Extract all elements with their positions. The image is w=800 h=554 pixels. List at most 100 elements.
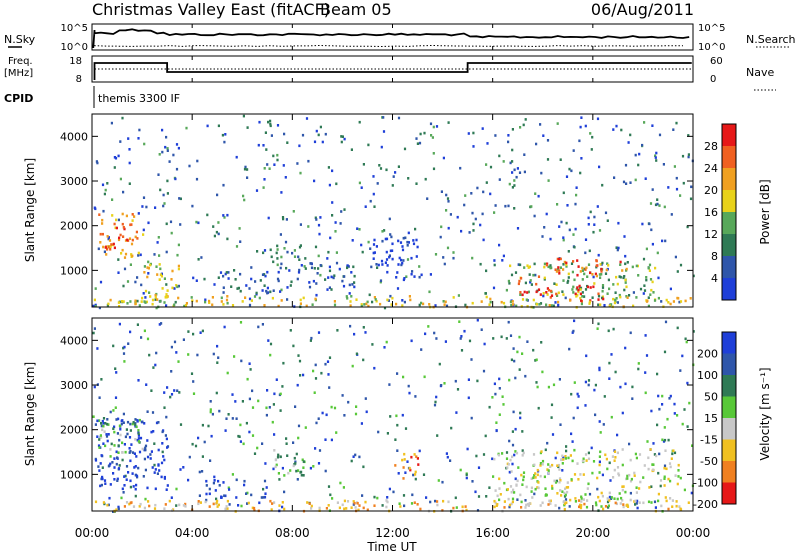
velocity-pixel: [613, 459, 616, 462]
velocity-pixel: [253, 509, 256, 512]
power-pixel: [434, 253, 438, 256]
velocity-pixel: [522, 475, 525, 479]
power-pixel: [159, 188, 162, 192]
velocity-pixel: [227, 413, 230, 416]
power-pixel: [562, 263, 565, 266]
power-pixel: [445, 193, 448, 197]
power-pixel: [286, 250, 289, 254]
velocity-pixel: [199, 331, 202, 334]
power-pixel: [316, 272, 319, 275]
power-pixel: [92, 304, 95, 308]
power-pixel: [343, 275, 346, 278]
power-pixel: [276, 124, 280, 127]
velocity-pixel: [463, 329, 466, 333]
velocity-pixel: [299, 471, 302, 474]
velocity-pixel: [577, 478, 580, 481]
power-pixel: [143, 271, 146, 274]
power-ytick-label: 4000: [60, 130, 88, 143]
velocity-pixel: [586, 499, 589, 502]
velocity-pixel: [114, 406, 117, 409]
power-pixel: [575, 295, 578, 298]
power-pixel: [372, 192, 375, 196]
power-pixel: [426, 197, 429, 200]
power-pixel: [493, 259, 496, 262]
power-pixel: [343, 208, 346, 211]
velocity-pixel: [149, 453, 152, 456]
velocity-pixel: [685, 340, 688, 344]
power-pixel: [279, 266, 282, 270]
velocity-pixel: [271, 502, 274, 505]
velocity-pixel: [596, 476, 599, 480]
power-pixel: [614, 291, 617, 294]
power-pixel: [388, 217, 391, 221]
velocity-pixel: [398, 502, 401, 505]
velocity-pixel: [113, 444, 116, 447]
velocity-pixel: [297, 424, 301, 428]
power-pixel: [353, 281, 356, 284]
power-pixel: [334, 230, 337, 233]
velocity-pixel: [661, 438, 664, 442]
power-pixel: [642, 257, 646, 261]
power-pixel: [597, 253, 600, 257]
power-pixel: [332, 276, 335, 280]
power-pixel: [653, 299, 657, 302]
velocity-pixel: [274, 465, 277, 469]
velocity-pixel: [534, 476, 537, 479]
velocity-pixel: [310, 336, 313, 340]
power-pixel: [121, 248, 124, 252]
velocity-pixel: [574, 500, 577, 503]
power-pixel: [269, 122, 272, 126]
velocity-pixel: [551, 484, 554, 488]
velocity-pixel: [507, 463, 510, 466]
velocity-pixel: [114, 396, 118, 399]
velocity-pixel: [604, 505, 608, 508]
power-pixel: [172, 153, 175, 157]
power-pixel: [641, 222, 644, 226]
power-pixel: [535, 303, 538, 306]
power-pixel: [601, 286, 605, 289]
velocity-pixel: [532, 476, 535, 480]
power-pixel: [298, 144, 301, 148]
power-pixel: [404, 236, 407, 240]
freq-label: Freq.: [8, 56, 33, 67]
power-pixel: [103, 192, 106, 196]
power-pixel: [587, 263, 591, 266]
velocity-pixel: [143, 422, 146, 425]
power-pixel: [507, 134, 510, 137]
power-pixel: [221, 133, 224, 137]
power-pixel: [115, 218, 118, 222]
power-pixel: [226, 301, 229, 305]
power-pixel: [579, 171, 582, 175]
power-pixel: [489, 165, 493, 169]
power-pixel: [138, 304, 141, 307]
power-pixel: [123, 267, 127, 271]
xtick-label: 16:00: [475, 526, 510, 540]
velocity-pixel: [609, 479, 612, 482]
power-pixel: [537, 275, 541, 278]
power-pixel: [560, 220, 563, 224]
velocity-pixel: [681, 354, 684, 358]
velocity-pixel: [123, 484, 126, 487]
velocity-pixel: [101, 477, 104, 481]
power-pixel: [319, 264, 322, 267]
velocity-pixel: [594, 413, 597, 417]
velocity-pixel: [482, 369, 486, 373]
power-pixel: [330, 275, 333, 279]
power-pixel: [591, 135, 594, 139]
power-pixel: [373, 296, 376, 299]
power-pixel: [299, 223, 302, 226]
power-pixel: [276, 277, 280, 281]
power-pixel: [144, 301, 147, 304]
power-pixel: [406, 258, 410, 261]
velocity-pixel: [570, 478, 573, 481]
velocity-pixel: [533, 474, 536, 477]
power-pixel: [307, 159, 310, 163]
velocity-pixel: [476, 509, 480, 512]
velocity-pixel: [598, 463, 601, 467]
power-pixel: [610, 303, 613, 306]
velocity-pixel: [572, 416, 575, 420]
velocity-pixel: [631, 397, 634, 400]
power-pixel: [622, 180, 626, 184]
power-pixel: [367, 240, 370, 244]
velocity-pixel: [264, 462, 267, 465]
